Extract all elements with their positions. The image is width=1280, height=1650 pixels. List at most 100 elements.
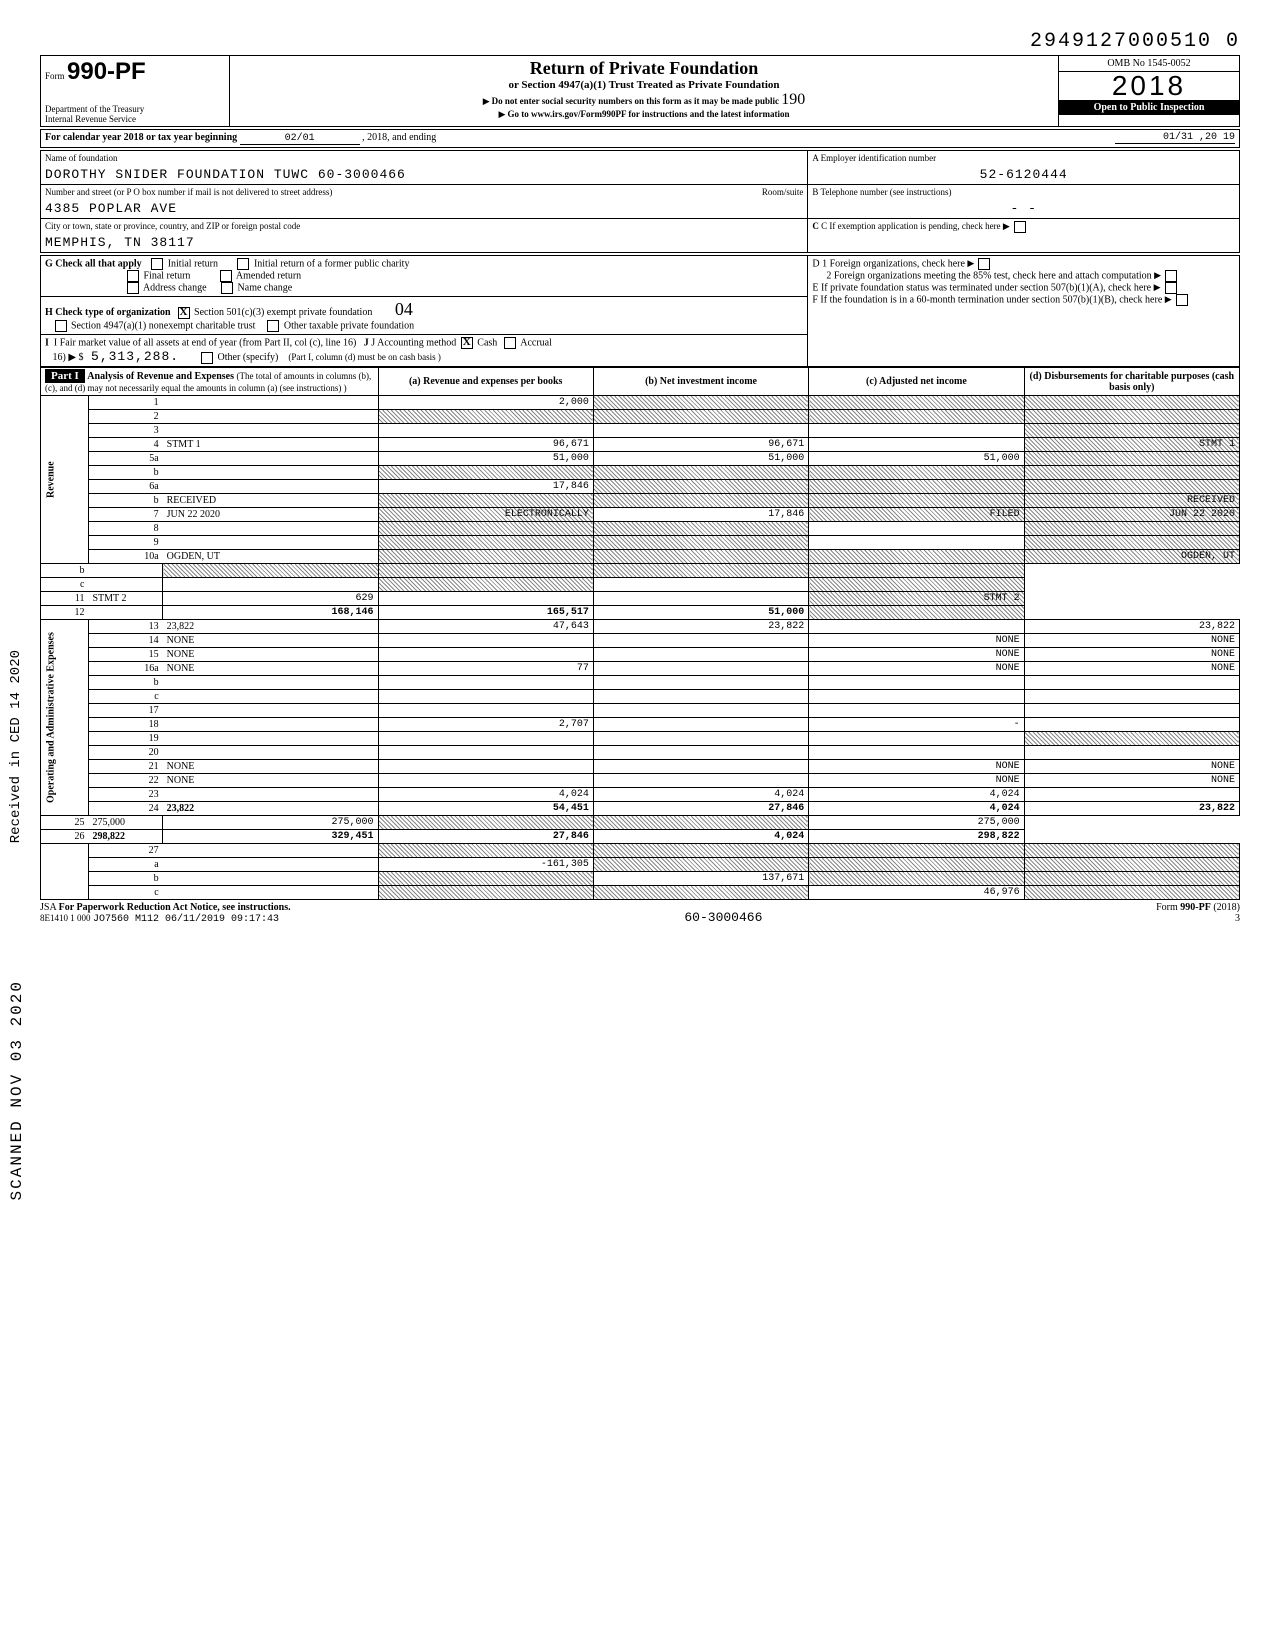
row-desc (163, 872, 378, 886)
side-scanned-stamp: SCANNED NOV 03 2020 (8, 980, 26, 1200)
cell-a: 275,000 (163, 816, 378, 830)
col-b-header: (b) Net investment income (593, 368, 808, 396)
period-row: For calendar year 2018 or tax year begin… (40, 129, 1240, 148)
part1-table: Part I Analysis of Revenue and Expenses … (40, 367, 1240, 900)
cell-b (378, 578, 593, 592)
cell-b: 96,671 (593, 438, 808, 452)
cb-cash[interactable] (461, 337, 473, 349)
table-row: 11STMT 2629STMT 2 (41, 592, 1240, 606)
cb-other-tax[interactable] (267, 320, 279, 332)
table-row: 234,0244,0244,024 (41, 788, 1240, 802)
cb-d1[interactable] (978, 258, 990, 270)
cb-name-change[interactable] (221, 282, 233, 294)
row-desc (88, 606, 162, 620)
table-row: 20 (41, 746, 1240, 760)
table-row: 2 (41, 410, 1240, 424)
cell-a (378, 746, 593, 760)
row-number: 20 (88, 746, 162, 760)
cb-accrual[interactable] (504, 337, 516, 349)
expenses-side-label: Operating and Administrative Expenses (41, 620, 89, 816)
cb-d2[interactable] (1165, 270, 1177, 282)
row-number: c (41, 578, 89, 592)
lbl-name-change: Name change (238, 282, 293, 293)
cell-d (1024, 690, 1239, 704)
cb-501c3[interactable] (178, 307, 190, 319)
cell-c: - (809, 718, 1024, 732)
cell-d: NONE (1024, 634, 1239, 648)
cell-d: 23,822 (1024, 802, 1239, 816)
row-number: 5a (88, 452, 162, 466)
cb-initial[interactable] (151, 258, 163, 270)
side-received-stamp: Received in CED 14 2020 (8, 650, 24, 843)
cell-a: 168,146 (163, 606, 378, 620)
cell-c: NONE (809, 634, 1024, 648)
row-desc (163, 732, 378, 746)
cell-d (1024, 424, 1239, 438)
lbl-addr-change: Address change (143, 282, 207, 293)
cb-e[interactable] (1165, 282, 1177, 294)
cell-b: 165,517 (378, 606, 593, 620)
cb-4947[interactable] (55, 320, 67, 332)
cell-a (163, 564, 378, 578)
ein-label: A Employer identification number (812, 153, 1235, 163)
instructions-note: Go to www.irs.gov/Form990PF for instruct… (234, 109, 1054, 120)
cell-d: 23,822 (1024, 620, 1239, 634)
cell-c (809, 620, 1024, 634)
city-label: City or town, state or province, country… (45, 221, 803, 231)
cell-b (593, 494, 808, 508)
cell-a (378, 648, 593, 662)
cb-f[interactable] (1176, 294, 1188, 306)
lbl-initial: Initial return (168, 258, 218, 269)
row-desc (163, 788, 378, 802)
cell-c (809, 746, 1024, 760)
cell-a: 51,000 (378, 452, 593, 466)
cell-d (1024, 704, 1239, 718)
row-number: 9 (88, 536, 162, 550)
row-number: 2 (88, 410, 162, 424)
row-desc (163, 536, 378, 550)
row-number: 12 (41, 606, 89, 620)
cell-a: -161,305 (378, 858, 593, 872)
cell-b (593, 466, 808, 480)
cell-d (1024, 480, 1239, 494)
cell-b (378, 592, 593, 606)
row-desc: 23,822 (163, 620, 378, 634)
row-desc: 23,822 (163, 802, 378, 816)
cell-b (593, 858, 808, 872)
row-desc (163, 396, 378, 410)
cell-c (809, 550, 1024, 564)
table-row: c (41, 578, 1240, 592)
cb-amended[interactable] (220, 270, 232, 282)
table-row: 7JUN 22 2020ELECTRONICALLY17,846FILEDJUN… (41, 508, 1240, 522)
cb-final[interactable] (127, 270, 139, 282)
cb-other-method[interactable] (201, 352, 213, 364)
cell-c (809, 522, 1024, 536)
table-row: 27 (41, 844, 1240, 858)
row-desc: NONE (163, 760, 378, 774)
footer-id: 60-3000466 (684, 910, 762, 925)
cell-c (809, 466, 1024, 480)
cell-a (378, 872, 593, 886)
cell-a (378, 410, 593, 424)
cell-a (378, 466, 593, 480)
cell-b (593, 536, 808, 550)
row-desc (88, 564, 162, 578)
cell-c (809, 494, 1024, 508)
table-row: bRECEIVEDRECEIVED (41, 494, 1240, 508)
row-desc: RECEIVED (163, 494, 378, 508)
footer-code: 8E1410 1 000 (40, 913, 91, 923)
row-desc: STMT 2 (88, 592, 162, 606)
footer-jsa: JSA (40, 902, 56, 913)
cell-d (809, 606, 1024, 620)
lbl-other-method: Other (specify) (218, 352, 279, 363)
cb-addr-change[interactable] (127, 282, 139, 294)
col-c-header: (c) Adjusted net income (809, 368, 1024, 396)
cb-initial-former[interactable] (237, 258, 249, 270)
cell-d (1024, 788, 1239, 802)
foundation-name: DOROTHY SNIDER FOUNDATION TUWC 60-300046… (45, 163, 803, 182)
row-number: b (88, 872, 162, 886)
row-number: 23 (88, 788, 162, 802)
row-number: 17 (88, 704, 162, 718)
cell-b: 23,822 (593, 620, 808, 634)
cell-d: JUN 22 2020 (1024, 508, 1239, 522)
